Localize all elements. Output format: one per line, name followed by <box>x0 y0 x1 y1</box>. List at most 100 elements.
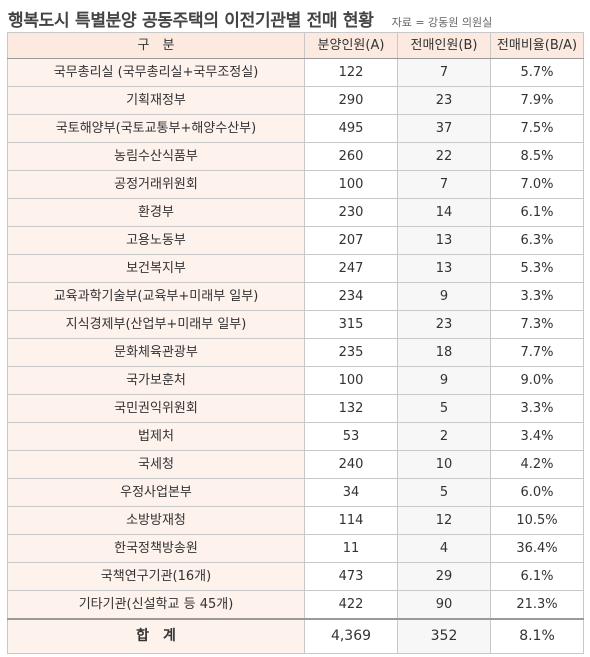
agency-cell: 국가보훈처 <box>7 366 305 395</box>
allotted-cell: 230 <box>304 198 398 227</box>
table-row: 지식경제부(산업부+미래부 일부) 315 23 7.3% <box>7 310 584 339</box>
resold-cell: 18 <box>397 338 491 367</box>
agency-cell: 고용노동부 <box>7 226 305 255</box>
resold-cell: 12 <box>397 506 491 535</box>
resold-cell: 4 <box>397 534 491 563</box>
allotted-cell: 495 <box>304 114 398 143</box>
allotted-cell: 240 <box>304 450 398 479</box>
ratio-cell: 5.3% <box>490 254 584 283</box>
table-header-row: 구 분 분양인원(A) 전매인원(B) 전매비율(B/A) <box>7 32 584 59</box>
table-row: 공정거래위원회 100 7 7.0% <box>7 170 584 199</box>
agency-cell: 국민권익위원회 <box>7 394 305 423</box>
allotted-cell: 247 <box>304 254 398 283</box>
agency-cell: 교육과학기술부(교육부+미래부 일부) <box>7 282 305 311</box>
table-row: 고용노동부 207 13 6.3% <box>7 226 584 255</box>
table-row: 우정사업본부 34 5 6.0% <box>7 478 584 507</box>
page-title: 행복도시 특별분양 공동주택의 이전기관별 전매 현황 <box>8 11 374 31</box>
table-row: 국무총리실 (국무총리실+국무조정실) 122 7 5.7% <box>7 58 584 87</box>
ratio-cell: 7.3% <box>490 310 584 339</box>
agency-cell: 국세청 <box>7 450 305 479</box>
agency-cell: 농림수산식품부 <box>7 142 305 171</box>
agency-cell: 소방방재청 <box>7 506 305 535</box>
allotted-cell: 422 <box>304 590 398 620</box>
table-row: 국책연구기관(16개) 473 29 6.1% <box>7 562 584 591</box>
allotted-cell: 53 <box>304 422 398 451</box>
resold-cell: 7 <box>397 170 491 199</box>
agency-cell: 기획재정부 <box>7 86 305 115</box>
agency-cell: 지식경제부(산업부+미래부 일부) <box>7 310 305 339</box>
table-row: 국가보훈처 100 9 9.0% <box>7 366 584 395</box>
total-allotted: 4,369 <box>304 618 398 654</box>
resold-cell: 13 <box>397 254 491 283</box>
table-row: 국민권익위원회 132 5 3.3% <box>7 394 584 423</box>
table-row: 법제처 53 2 3.4% <box>7 422 584 451</box>
resold-cell: 22 <box>397 142 491 171</box>
resold-cell: 37 <box>397 114 491 143</box>
total-row: 합 계 4,369 352 8.1% <box>7 618 584 654</box>
agency-cell: 국책연구기관(16개) <box>7 562 305 591</box>
agency-cell: 보건복지부 <box>7 254 305 283</box>
ratio-cell: 3.4% <box>490 422 584 451</box>
resold-cell: 7 <box>397 58 491 87</box>
agency-cell: 한국정책방송원 <box>7 534 305 563</box>
resold-cell: 9 <box>397 282 491 311</box>
total-label: 합 계 <box>7 618 305 654</box>
ratio-cell: 6.1% <box>490 198 584 227</box>
allotted-cell: 315 <box>304 310 398 339</box>
table-row: 환경부 230 14 6.1% <box>7 198 584 227</box>
table-row: 소방방재청 114 12 10.5% <box>7 506 584 535</box>
agency-cell: 기타기관(신설학교 등 45개) <box>7 590 305 620</box>
agency-cell: 우정사업본부 <box>7 478 305 507</box>
allotted-cell: 11 <box>304 534 398 563</box>
resold-cell: 23 <box>397 86 491 115</box>
table-row: 기타기관(신설학교 등 45개) 422 90 21.3% <box>7 590 584 620</box>
resold-cell: 5 <box>397 394 491 423</box>
agency-cell: 공정거래위원회 <box>7 170 305 199</box>
column-header-allotted: 분양인원(A) <box>304 32 398 59</box>
table-row: 한국정책방송원 11 4 36.4% <box>7 534 584 563</box>
ratio-cell: 7.7% <box>490 338 584 367</box>
agency-cell: 환경부 <box>7 198 305 227</box>
ratio-cell: 3.3% <box>490 282 584 311</box>
ratio-cell: 4.2% <box>490 450 584 479</box>
table-row: 국토해양부(국토교통부+해양수산부) 495 37 7.5% <box>7 114 584 143</box>
ratio-cell: 3.3% <box>490 394 584 423</box>
allotted-cell: 100 <box>304 366 398 395</box>
resold-cell: 2 <box>397 422 491 451</box>
total-ratio: 8.1% <box>490 618 584 654</box>
allotted-cell: 235 <box>304 338 398 367</box>
resold-cell: 23 <box>397 310 491 339</box>
ratio-cell: 36.4% <box>490 534 584 563</box>
resold-cell: 10 <box>397 450 491 479</box>
ratio-cell: 6.3% <box>490 226 584 255</box>
resold-cell: 90 <box>397 590 491 620</box>
ratio-cell: 7.9% <box>490 86 584 115</box>
allotted-cell: 34 <box>304 478 398 507</box>
resold-cell: 5 <box>397 478 491 507</box>
resold-cell: 9 <box>397 366 491 395</box>
total-resold: 352 <box>397 618 491 654</box>
allotted-cell: 132 <box>304 394 398 423</box>
agency-cell: 국무총리실 (국무총리실+국무조정실) <box>7 58 305 87</box>
ratio-cell: 10.5% <box>490 506 584 535</box>
table-body: 국무총리실 (국무총리실+국무조정실) 122 7 5.7% 기획재정부 290 23 7.9… <box>7 58 584 620</box>
allotted-cell: 122 <box>304 58 398 87</box>
ratio-cell: 5.7% <box>490 58 584 87</box>
resold-cell: 13 <box>397 226 491 255</box>
table-row: 교육과학기술부(교육부+미래부 일부) 234 9 3.3% <box>7 282 584 311</box>
ratio-cell: 8.5% <box>490 142 584 171</box>
allotted-cell: 207 <box>304 226 398 255</box>
allotted-cell: 290 <box>304 86 398 115</box>
ratio-cell: 7.0% <box>490 170 584 199</box>
table-row: 문화체육관광부 235 18 7.7% <box>7 338 584 367</box>
ratio-cell: 9.0% <box>490 366 584 395</box>
resale-table: 구 분 분양인원(A) 전매인원(B) 전매비율(B/A) 국무총리실 (국무총… <box>7 32 584 654</box>
page-header: 행복도시 특별분양 공동주택의 이전기관별 전매 현황 자료 = 강동원 의원실 <box>8 6 583 32</box>
ratio-cell: 6.0% <box>490 478 584 507</box>
allotted-cell: 473 <box>304 562 398 591</box>
resold-cell: 29 <box>397 562 491 591</box>
table-row: 기획재정부 290 23 7.9% <box>7 86 584 115</box>
allotted-cell: 114 <box>304 506 398 535</box>
ratio-cell: 6.1% <box>490 562 584 591</box>
column-header-ratio: 전매비율(B/A) <box>490 32 584 59</box>
